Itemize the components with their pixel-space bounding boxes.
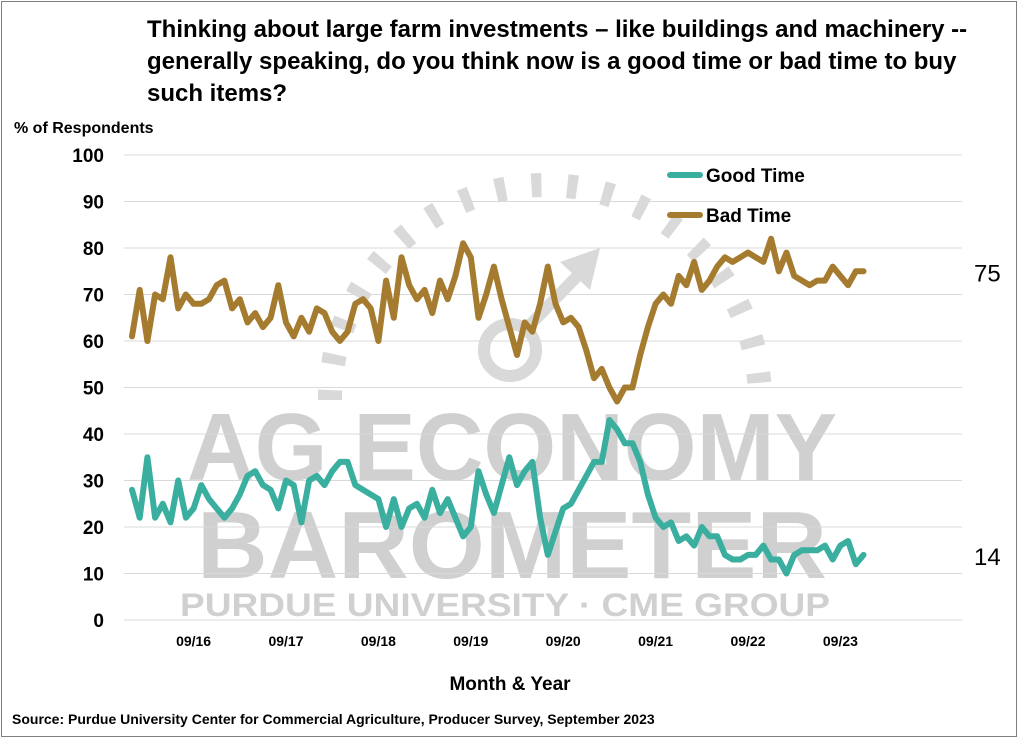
end-label-bad: 75: [974, 260, 1001, 287]
y-tick-label: 80: [83, 239, 104, 260]
legend: Good Time Bad Time: [667, 166, 805, 227]
end-label-good: 14: [974, 544, 1001, 571]
source-note: Source: Purdue University Center for Com…: [12, 711, 655, 727]
y-tick-label: 70: [83, 286, 104, 307]
y-tick-label: 30: [83, 472, 104, 493]
x-tick-label: 09/16: [176, 633, 211, 649]
end-labels: 14 75: [974, 260, 1001, 571]
series-line-bad: [129, 235, 867, 405]
legend-label-good: Good Time: [706, 166, 805, 187]
y-axis-ticks: 0 10 20 30 40 50 60 70 80 90 100: [72, 146, 104, 632]
watermark-gauge-arrow: [560, 248, 600, 290]
x-tick-label: 09/20: [546, 633, 581, 649]
x-tick-label: 09/22: [730, 633, 765, 649]
y-tick-label: 10: [83, 565, 104, 586]
y-tick-label: 50: [83, 379, 104, 400]
series-lines: [129, 235, 867, 577]
y-tick-label: 20: [83, 518, 104, 539]
x-tick-label: 09/21: [638, 633, 673, 649]
y-tick-label: 0: [93, 611, 104, 632]
watermark-line2: BAROMETER: [197, 492, 827, 599]
y-tick-label: 40: [83, 425, 104, 446]
y-tick-label: 100: [72, 146, 104, 167]
x-axis-label: Month & Year: [449, 674, 571, 695]
chart-title: Thinking about large farm investments – …: [147, 16, 968, 107]
x-tick-label: 09/17: [268, 633, 303, 649]
watermark-line3: PURDUE UNIVERSITY · CME GROUP: [180, 587, 830, 623]
y-tick-label: 60: [83, 332, 104, 353]
x-tick-label: 09/23: [823, 633, 858, 649]
gridlines: [124, 154, 962, 621]
x-tick-label: 09/18: [361, 633, 396, 649]
x-axis-ticks: 09/16 09/17 09/18 09/19 09/20 09/21 09/22 09/23: [176, 633, 858, 649]
x-tick-label: 09/19: [453, 633, 488, 649]
y-tick-label: 90: [83, 193, 104, 214]
y-axis-label: % of Respondents: [14, 120, 154, 137]
series-line-good: [129, 417, 867, 577]
legend-label-bad: Bad Time: [706, 206, 791, 227]
